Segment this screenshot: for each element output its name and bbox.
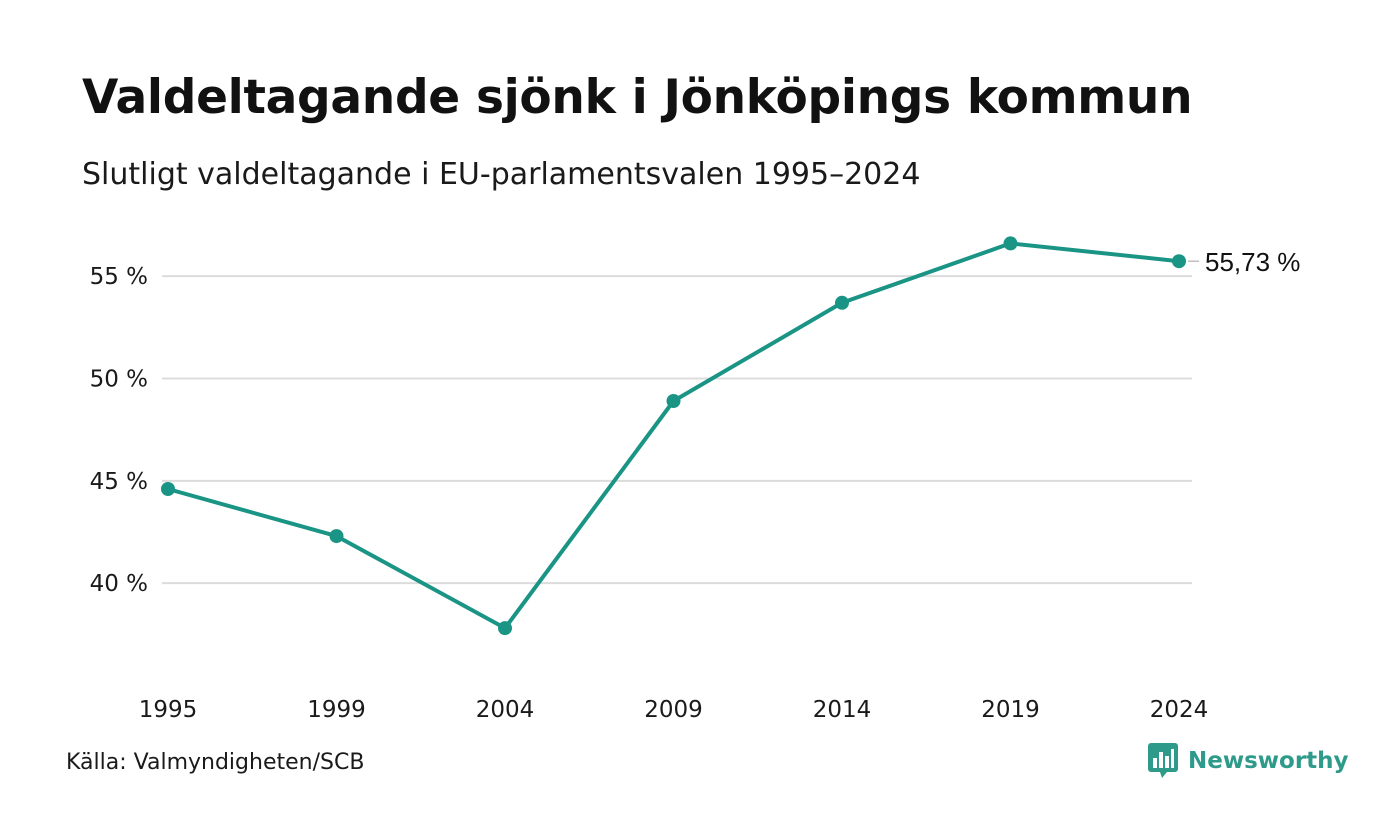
data-point-1995[interactable]: [161, 482, 175, 496]
grid-layer: [162, 275, 1192, 585]
bar-chart-pin-icon: [1148, 743, 1178, 778]
y-axis: 40 % 45 % 50 % 55 %: [90, 264, 148, 597]
x-tick-label-2014: 2014: [813, 697, 872, 723]
source-note: Källa: Valmyndigheten/SCB: [66, 750, 365, 775]
y-tick-label-40: 40 %: [90, 571, 148, 597]
data-point-2019[interactable]: [1003, 236, 1018, 251]
chart-subtitle: Slutligt valdeltagande i EU-parlamentsva…: [82, 157, 921, 192]
y-tick-label-55: 55 %: [90, 264, 148, 290]
y-tick-label-45: 45 %: [90, 469, 148, 495]
end-value-label: 55,73 %: [1205, 247, 1300, 277]
y-tick-label-50: 50 %: [90, 366, 148, 392]
x-tick-label-1995: 1995: [139, 697, 198, 723]
x-tick-label-2019: 2019: [981, 697, 1040, 723]
data-point-2009[interactable]: [666, 394, 681, 408]
data-point-2024[interactable]: [1172, 254, 1186, 269]
data-point-2014[interactable]: [835, 295, 849, 310]
series-line-0: [166, 241, 1181, 631]
annotation-layer: 55,73 %: [1188, 247, 1300, 277]
x-tick-label-2009: 2009: [644, 697, 703, 723]
x-axis: 1995 1999 2004 2009 2014 2019 2024: [139, 697, 1209, 723]
newsworthy-logo[interactable]: Newsworthy: [1148, 743, 1349, 779]
x-tick-label-2004: 2004: [476, 697, 535, 723]
x-tick-label-2024: 2024: [1150, 697, 1209, 723]
series-layer: [161, 236, 1186, 636]
x-tick-label-1999: 1999: [307, 697, 366, 723]
chart-title: Valdeltagande sjönk i Jönköpings kommun: [82, 70, 1193, 125]
data-point-2004[interactable]: [498, 621, 512, 636]
brand-name: Newsworthy: [1188, 748, 1349, 774]
data-point-1999[interactable]: [329, 529, 344, 544]
